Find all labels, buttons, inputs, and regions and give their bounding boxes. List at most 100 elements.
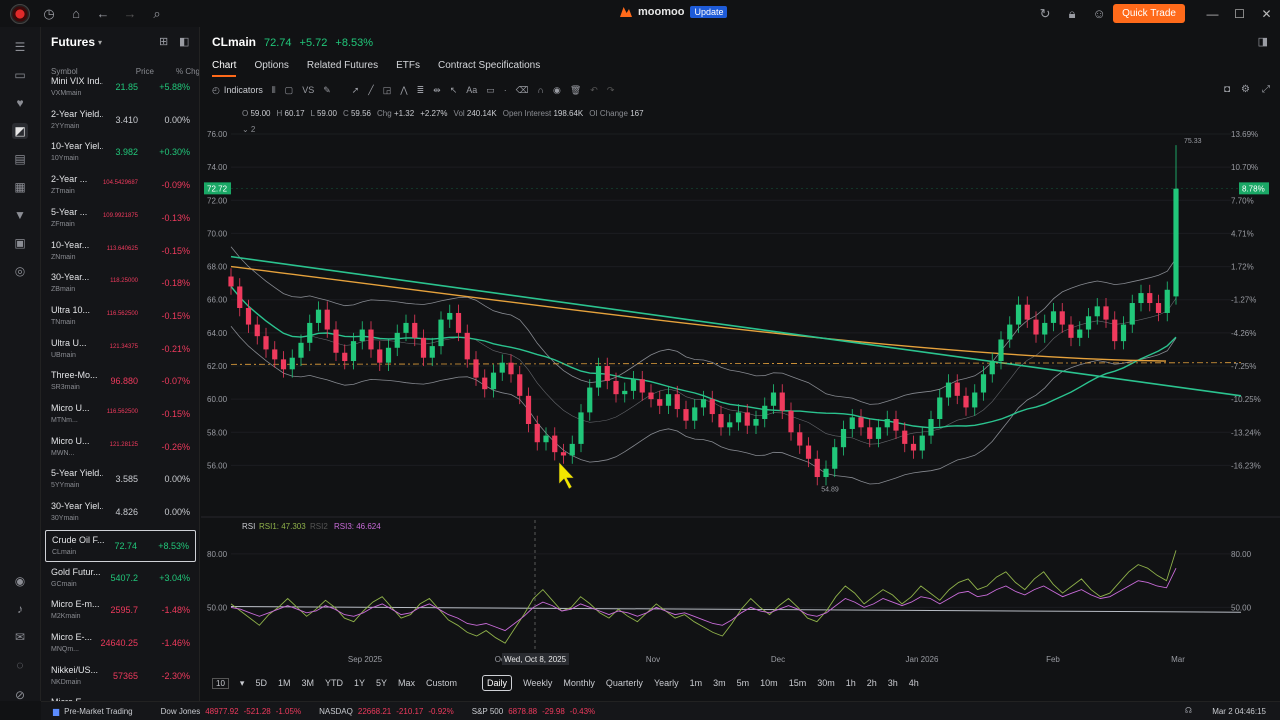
comment-icon[interactable]: ▭ <box>486 84 495 95</box>
watchlist-row[interactable]: Micro U... MWN... 121.28125 -0.26% <box>45 432 196 464</box>
timeframe-10m[interactable]: 10m <box>760 678 778 688</box>
watchlist-row[interactable]: Micro U... MTNm... 116.562500 -0.15% <box>45 399 196 431</box>
magnet-icon[interactable]: ∩ <box>537 85 544 95</box>
timeframe-daily[interactable]: Daily <box>482 675 513 691</box>
user-icon[interactable]: ☺ <box>1092 5 1106 21</box>
watchlist-row[interactable]: Micro E-... MNQm... 24640.25 -1.46% <box>45 628 196 660</box>
index-ticker[interactable]: Dow Jones 48977.92 -521.28 -1.05% <box>161 707 301 716</box>
line-tool-icon[interactable]: ╱ <box>368 84 374 95</box>
fib-tool-icon[interactable]: ≣ <box>416 84 425 95</box>
col-chg[interactable]: % Chg <box>175 67 200 76</box>
chevron-down-icon[interactable]: ▾ <box>98 37 103 47</box>
pattern-tool-icon[interactable]: ⋀ <box>400 84 408 95</box>
markets-icon[interactable]: ◩ <box>12 123 28 139</box>
maximize-icon[interactable]: ☐ <box>1234 6 1245 21</box>
timeframe-yearly[interactable]: Yearly <box>653 678 679 688</box>
fullscreen-icon[interactable]: ⤢ <box>1262 84 1270 95</box>
back-icon[interactable]: ← <box>96 5 110 21</box>
tab-chart[interactable]: Chart <box>212 60 237 77</box>
premarket-label[interactable]: Pre-Market Trading <box>64 706 133 716</box>
tab-options[interactable]: Options <box>254 60 289 71</box>
watchlist-row[interactable]: 30-Year... ZBmain 118.25000 -0.18% <box>45 268 196 300</box>
col-symbol[interactable]: Symbol <box>51 67 78 76</box>
rectangle-icon[interactable]: ▢ <box>284 84 294 95</box>
watchlist-row[interactable]: 2-Year Yield... 2YYmain 3.410 0.00% <box>45 105 196 137</box>
timeframe-4h[interactable]: 4h <box>908 678 919 688</box>
pen-icon[interactable]: ✎ <box>323 84 331 95</box>
timeframe-ytd[interactable]: YTD <box>324 678 343 688</box>
watchlist-icon[interactable]: ☰ <box>14 40 26 54</box>
collapse-panel-icon[interactable]: ◧ <box>179 36 190 48</box>
undo-icon[interactable]: ↶ <box>590 84 598 95</box>
grid-view-icon[interactable]: ⊞ <box>159 36 169 48</box>
eraser-icon[interactable]: ⌫ <box>515 84 529 95</box>
link-icon[interactable]: ⊘ <box>14 688 26 702</box>
redo-icon[interactable]: ↷ <box>606 84 615 95</box>
watchlist-row[interactable]: Micro E... <box>45 693 196 701</box>
cursor-icon[interactable]: ➚ <box>351 84 360 95</box>
watchlist-row[interactable]: Ultra U... UBmain 121.34375 -0.21% <box>45 334 196 366</box>
watchlist-row[interactable]: Nikkei/US... NKDmain 57365 -2.30% <box>45 661 196 693</box>
chevron-down-icon[interactable]: ▾ <box>239 677 245 688</box>
refresh-icon[interactable]: ↻ <box>1039 5 1051 21</box>
discover-icon[interactable]: ◎ <box>14 264 26 278</box>
measure-icon[interactable]: ⇹ <box>433 84 441 95</box>
charts-icon[interactable]: ▤ <box>14 152 26 166</box>
watchlist-row[interactable]: 5-Year Yield... 5YYmain 3.585 0.00% <box>45 464 196 496</box>
assistant-icon[interactable]: ◉ <box>14 574 26 588</box>
interval-menu-icon[interactable]: 10 <box>212 677 229 689</box>
portfolio-icon[interactable]: ▭ <box>14 68 26 82</box>
eye-icon[interactable]: ◉ <box>553 84 561 95</box>
search-icon[interactable]: ⌕ <box>153 5 161 21</box>
expand-panel-icon[interactable]: ◨ <box>1257 36 1268 48</box>
timeframe-5d[interactable]: 5D <box>255 678 267 688</box>
timeframe-max[interactable]: Max <box>398 678 416 688</box>
timeframe-2h[interactable]: 2h <box>866 678 877 688</box>
tab-related-futures[interactable]: Related Futures <box>306 60 379 71</box>
headset-icon[interactable]: ☊ <box>1184 706 1192 715</box>
timeframe-1m[interactable]: 1m <box>689 678 703 688</box>
timeframe-monthly[interactable]: Monthly <box>563 678 595 688</box>
trash-icon[interactable]: 🗑︎ <box>569 84 582 95</box>
lock-icon[interactable]: 🔒︎ <box>1068 5 1076 21</box>
watchlist-row[interactable]: 30-Year Yiel... 30Ymain 4.826 0.00% <box>45 497 196 529</box>
watchlist-row[interactable]: Crude Oil F... CLmain 72.74 +8.53% <box>45 529 196 562</box>
col-price[interactable]: Price <box>135 67 154 76</box>
card-icon[interactable]: ▣ <box>14 236 26 250</box>
timeframe-3h[interactable]: 3h <box>887 678 898 688</box>
indicator-collapse-toggle[interactable]: ⌄ 2 <box>242 125 256 134</box>
favorites-icon[interactable]: ♥ <box>16 96 24 110</box>
watchlist-row[interactable]: 10-Year... ZNmain 113.640625 -0.15% <box>45 236 196 268</box>
watchlist-row[interactable]: Gold Futur... GCmain 5407.2 +3.04% <box>45 563 196 595</box>
history-icon[interactable]: ◷ <box>43 5 55 21</box>
timeframe-1m[interactable]: 1M <box>277 678 291 688</box>
watchlist-row[interactable]: Mini VIX Ind... VXMmain 21.85 +5.88% <box>45 72 196 104</box>
indicators-icon[interactable]: ◴ <box>212 84 220 95</box>
update-badge[interactable]: Update <box>690 6 728 18</box>
filter-icon[interactable]: ▼ <box>14 208 26 222</box>
close-icon[interactable]: ✕ <box>1261 6 1272 21</box>
watchlist-row[interactable]: 10-Year Yiel... 10Ymain 3.982 +0.30% <box>45 137 196 169</box>
index-ticker[interactable]: NASDAQ 22668.21 -210.17 -0.92% <box>319 707 454 716</box>
timeframe-5y[interactable]: 5Y <box>376 678 388 688</box>
timeframe-15m[interactable]: 15m <box>788 678 807 688</box>
app-logo[interactable] <box>10 3 30 24</box>
mail-icon[interactable]: ✉ <box>14 630 26 644</box>
camera-icon[interactable]: ◘ <box>1223 84 1230 95</box>
text-tool-icon[interactable]: Aa <box>466 85 478 95</box>
timeframe-5m[interactable]: 5m <box>736 678 750 688</box>
settings-gear-icon[interactable]: ⚙ <box>1241 84 1250 95</box>
timeframe-3m[interactable]: 3M <box>301 678 314 688</box>
home-icon[interactable]: ⌂ <box>72 5 80 21</box>
indicators-button[interactable]: Indicators <box>223 85 263 95</box>
timeframe-30m[interactable]: 30m <box>817 678 835 688</box>
tab-etfs[interactable]: ETFs <box>396 60 420 71</box>
watchlist-row[interactable]: 5-Year ... ZFmain 109.9921875 -0.13% <box>45 203 196 235</box>
watchlist-title[interactable]: Futures <box>51 35 96 49</box>
shape-tool-icon[interactable]: ◲ <box>382 84 392 95</box>
watchlist-row[interactable]: Three-Mo... SR3main 96.880 -0.07% <box>45 366 196 398</box>
timeframe-custom[interactable]: Custom <box>426 678 458 688</box>
index-ticker[interactable]: S&P 500 6878.88 -29.98 -0.43% <box>472 707 595 716</box>
notification-bell-icon[interactable]: ♪ <box>17 602 23 616</box>
watchlist-row[interactable]: 2-Year ... ZTmain 104.5429687 -0.09% <box>45 170 196 202</box>
